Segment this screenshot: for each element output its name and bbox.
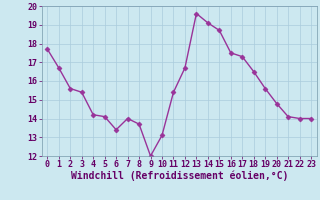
X-axis label: Windchill (Refroidissement éolien,°C): Windchill (Refroidissement éolien,°C) [70,171,288,181]
